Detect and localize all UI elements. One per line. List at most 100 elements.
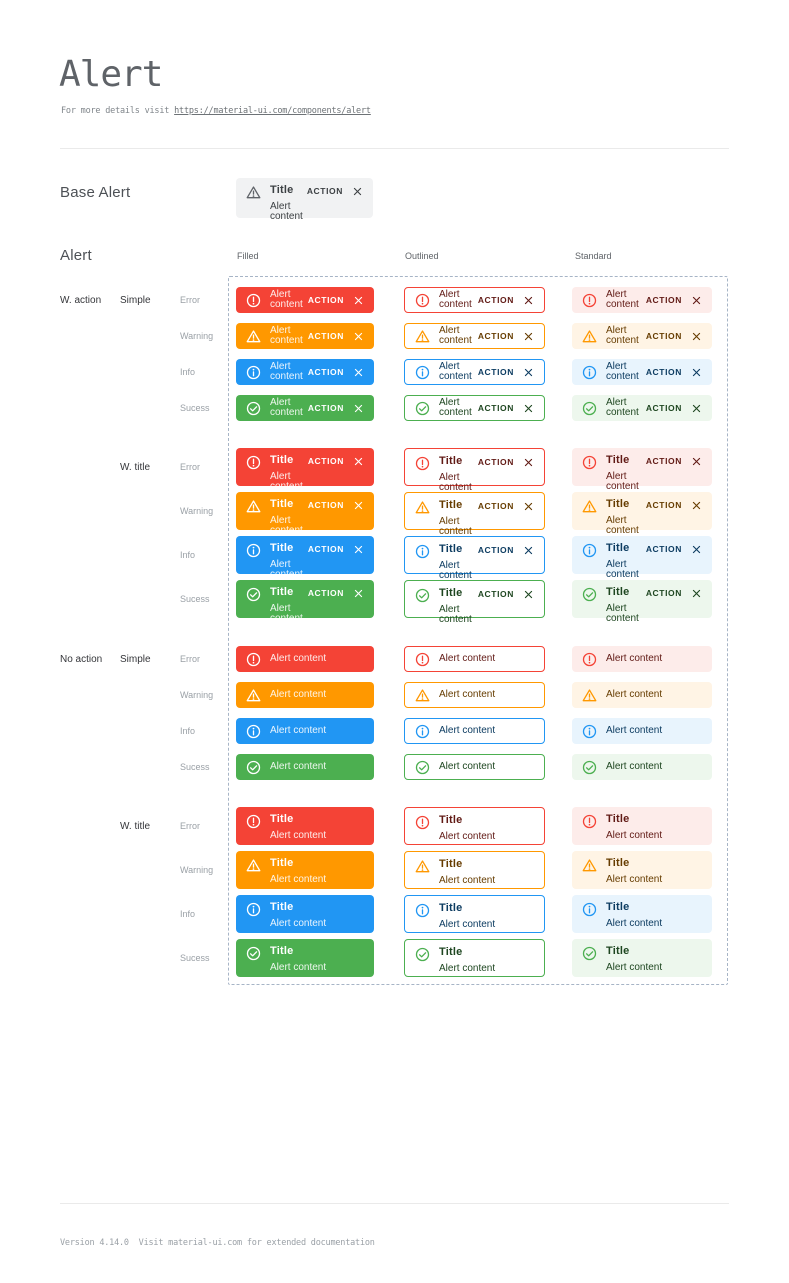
alert-outlined-error: Alert content (404, 646, 545, 672)
close-icon[interactable] (523, 295, 534, 306)
close-icon[interactable] (523, 367, 534, 378)
filled-column-cell: Title Alert content (236, 939, 374, 977)
action-button[interactable]: ACTION (477, 501, 514, 512)
subtitle: For more details visit https://material-… (61, 106, 371, 116)
close-icon[interactable] (691, 544, 702, 555)
row-group-label (60, 359, 120, 385)
action-button[interactable]: ACTION (477, 330, 514, 341)
action-button[interactable]: ACTION (307, 330, 344, 341)
action-button[interactable]: ACTION (307, 366, 344, 377)
alert-filled-error: Alert content ACTION (236, 287, 374, 313)
action-button[interactable]: ACTION (477, 457, 514, 468)
row-style-label (120, 682, 180, 708)
info-circle-icon (415, 724, 430, 739)
alert-standard-error: Alert content (572, 646, 712, 672)
grid-row-info: Info Alert content ACTION Alert content ACTI… (60, 359, 712, 385)
close-icon[interactable] (353, 588, 364, 599)
success-circle-icon (582, 587, 597, 602)
alert-content: Alert content (606, 689, 663, 700)
outlined-column-cell: Alert content (404, 718, 545, 744)
alert-content: Alert content (270, 289, 303, 310)
alert-actions: ACTION (478, 589, 534, 600)
close-icon[interactable] (691, 331, 702, 342)
action-button[interactable]: ACTION (307, 456, 344, 467)
close-icon[interactable] (691, 403, 702, 414)
close-icon[interactable] (353, 367, 364, 378)
header-divider (60, 148, 729, 149)
close-icon[interactable] (353, 295, 364, 306)
action-button[interactable]: ACTION (645, 588, 682, 599)
action-button[interactable]: ACTION (477, 589, 514, 600)
warning-triangle-icon (415, 859, 430, 874)
alert-actions: ACTION (478, 545, 534, 556)
grid-row-warning: Warning Alert content ACTION Alert content A… (60, 323, 712, 349)
close-icon[interactable] (353, 331, 364, 342)
action-button[interactable]: ACTION (645, 366, 682, 377)
action-button[interactable]: ACTION (645, 544, 682, 555)
footer-text: Version 4.14.0 Visit material-ui.com for… (60, 1238, 375, 1248)
filled-column-cell: Alert content (236, 754, 374, 780)
docs-link[interactable]: https://material-ui.com/components/alert (174, 106, 371, 116)
close-icon[interactable] (353, 544, 364, 555)
close-icon[interactable] (523, 589, 534, 600)
action-button[interactable]: ACTION (307, 544, 344, 555)
alert-title: Title (270, 945, 294, 957)
outlined-column-cell: Title Alert content ACTION (404, 536, 545, 581)
action-button[interactable]: ACTION (477, 402, 514, 413)
severity-label: Info (180, 909, 196, 919)
alert-actions: ACTION (646, 331, 702, 342)
close-icon[interactable] (691, 500, 702, 511)
row-style-label (120, 580, 180, 618)
close-icon[interactable] (523, 545, 534, 556)
close-icon[interactable] (353, 500, 364, 511)
error-circle-icon (415, 815, 430, 830)
close-icon[interactable] (523, 331, 534, 342)
action-button[interactable]: ACTION (645, 294, 682, 305)
action-button[interactable]: ACTION (307, 402, 344, 413)
severity-label: Error (180, 654, 200, 664)
action-button[interactable]: ACTION (645, 456, 682, 467)
action-button[interactable]: ACTION (477, 545, 514, 556)
row-group-label (60, 580, 120, 618)
alert-content: Alert content (606, 761, 663, 772)
action-button[interactable]: ACTION (645, 500, 682, 511)
action-button[interactable]: ACTION (307, 294, 344, 305)
alert-title: Title (439, 587, 463, 599)
alert-body: Title Alert content (270, 902, 364, 929)
close-icon[interactable] (691, 456, 702, 467)
info-circle-icon (582, 724, 597, 739)
outlined-column-cell: Alert content (404, 754, 545, 780)
close-icon[interactable] (691, 367, 702, 378)
success-circle-icon (582, 760, 597, 775)
close-icon[interactable] (352, 186, 363, 197)
action-button[interactable]: ACTION (306, 186, 343, 197)
alert-content: Alert content (439, 831, 496, 842)
alert-content: Alert content (439, 472, 472, 493)
standard-column-cell: Title Alert content ACTION (572, 492, 712, 536)
action-button[interactable]: ACTION (307, 500, 344, 511)
severity-label: Error (180, 462, 200, 472)
grid-row-error: W. action Simple Error Alert content ACTION A… (60, 287, 712, 313)
action-button[interactable]: ACTION (645, 330, 682, 341)
alert-actions: ACTION (646, 367, 702, 378)
outlined-column-cell: Title Alert content (404, 939, 545, 977)
outlined-column-cell: Title Alert content ACTION (404, 492, 545, 537)
action-button[interactable]: ACTION (477, 366, 514, 377)
close-icon[interactable] (353, 403, 364, 414)
action-button[interactable]: ACTION (307, 588, 344, 599)
action-button[interactable]: ACTION (477, 294, 514, 305)
close-icon[interactable] (691, 588, 702, 599)
warning-triangle-icon (582, 858, 597, 873)
alert-group-2: W. title Error Title Alert content ACTION Tit… (60, 448, 712, 625)
close-icon[interactable] (523, 403, 534, 414)
standard-column-cell: Alert content ACTION (572, 323, 712, 349)
alert-outlined-success-titled: Title Alert content (404, 939, 545, 977)
close-icon[interactable] (353, 456, 364, 467)
action-button[interactable]: ACTION (645, 402, 682, 413)
alert-outlined-success: Alert content (404, 754, 545, 780)
close-icon[interactable] (523, 457, 534, 468)
warning-triangle-icon (415, 329, 430, 344)
close-icon[interactable] (691, 295, 702, 306)
alert-content: Alert content (270, 397, 303, 418)
close-icon[interactable] (523, 501, 534, 512)
